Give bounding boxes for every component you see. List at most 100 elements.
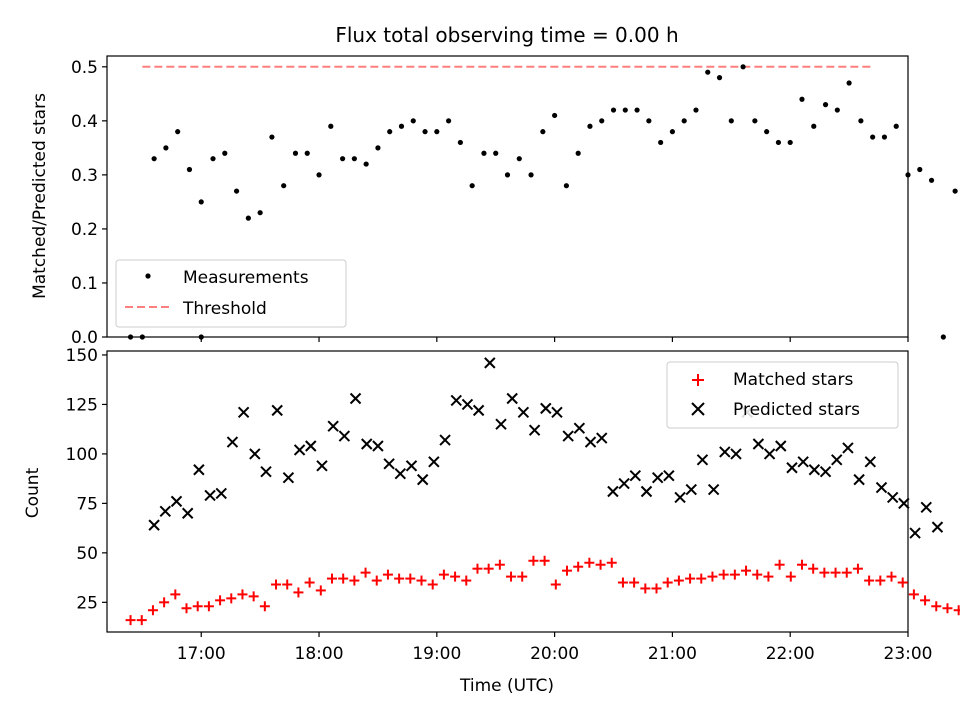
- matched-star-point: [494, 559, 505, 570]
- matched-star-point: [259, 601, 270, 612]
- matched-star-point: [931, 601, 942, 612]
- matched-star-point: [729, 569, 740, 580]
- predicted-star-point: [707, 483, 720, 496]
- predicted-star-point: [394, 467, 407, 480]
- matched-star-point: [215, 595, 226, 606]
- predicted-star-point: [159, 505, 172, 517]
- matched-star-point: [326, 573, 337, 584]
- predicted-star-point: [596, 432, 608, 444]
- measurement-point: [339, 156, 346, 162]
- top-y-tick-label: 0.0: [71, 328, 98, 348]
- bottom-x-tick-label: 22:00: [766, 644, 815, 664]
- matched-star-point: [136, 615, 147, 626]
- matched-star-point: [159, 597, 170, 608]
- top-y-tick-label: 0.3: [71, 166, 98, 186]
- predicted-star-point: [763, 448, 776, 460]
- predicted-star-point: [472, 404, 485, 417]
- top-x-ticks: [200, 337, 909, 342]
- measurement-point: [764, 129, 770, 135]
- predicted-star-point: [831, 454, 843, 466]
- matched-star-point: [796, 559, 807, 570]
- measurement-point: [469, 183, 475, 189]
- matched-star-point: [953, 605, 960, 616]
- legend-threshold-label: Threshold: [182, 299, 267, 319]
- predicted-star-point: [685, 483, 697, 496]
- matched-star-point: [192, 601, 203, 612]
- matched-star-point: [371, 575, 382, 586]
- predicted-star-point: [305, 440, 317, 452]
- matched-star-point: [271, 579, 282, 590]
- predicted-star-point: [663, 469, 675, 482]
- measurement-point: [893, 123, 899, 129]
- measurement-point: [811, 123, 817, 129]
- predicted-star-point: [719, 446, 731, 458]
- measurement-point: [410, 118, 416, 124]
- matched-star-point: [438, 569, 449, 580]
- predicted-star-point: [819, 466, 832, 478]
- predicted-star-point: [450, 394, 462, 407]
- measurement-points: [127, 64, 958, 340]
- measurement-point: [304, 150, 310, 156]
- measurement-point: [940, 334, 946, 340]
- matched-star-point: [908, 589, 919, 600]
- predicted-star-point: [383, 458, 395, 470]
- bottom-x-tick-label: 23:00: [884, 644, 933, 664]
- matched-star-point: [606, 557, 617, 568]
- matched-star-point: [920, 595, 931, 606]
- measurement-point: [175, 129, 181, 135]
- measurement-point: [681, 118, 687, 124]
- top-ylabel: Matched/Predicted stars: [30, 93, 50, 299]
- measurement-point: [163, 145, 169, 151]
- measurement-point: [669, 129, 676, 135]
- bottom-xlabel: Time (UTC): [459, 676, 554, 696]
- measurement-point: [198, 199, 204, 205]
- bottom-y-tick-label: 25: [76, 593, 98, 613]
- matched-star-point: [942, 603, 953, 614]
- measurement-point: [269, 134, 275, 140]
- predicted-star-point: [461, 398, 474, 411]
- bottom-x-tick-label: 21:00: [648, 644, 697, 664]
- matched-star-point: [416, 575, 427, 586]
- measurement-point: [245, 215, 251, 221]
- measurement-point: [186, 166, 193, 173]
- predicted-star-point: [651, 471, 664, 484]
- bottom-x-tick-label: 18:00: [295, 644, 344, 664]
- measurement-point: [610, 107, 617, 113]
- matched-star-point: [147, 605, 158, 616]
- measurement-point: [752, 118, 758, 124]
- measurement-point: [775, 139, 782, 146]
- predicted-star-point: [338, 430, 351, 442]
- predicted-star-point: [148, 519, 160, 531]
- matched-star-point: [226, 593, 237, 604]
- matched-stars-points: [125, 555, 960, 626]
- legend-predicted-marker: [691, 402, 705, 416]
- predicted-star-point: [607, 485, 619, 498]
- matched-star-point: [450, 571, 461, 582]
- measurement-point: [233, 188, 240, 194]
- predicted-star-point: [282, 471, 295, 484]
- predicted-star-point: [909, 527, 921, 539]
- matched-star-point: [315, 585, 326, 596]
- predicted-star-point: [349, 392, 362, 405]
- matched-star-point: [349, 575, 360, 586]
- matched-star-point: [897, 577, 908, 588]
- top-y-ticks: 0.0 0.1 0.2 0.3 0.4 0.5: [71, 58, 107, 348]
- measurement-point: [151, 156, 157, 162]
- predicted-star-point: [540, 402, 552, 415]
- measurement-point: [928, 177, 935, 183]
- measurement-point: [351, 156, 357, 162]
- matched-star-point: [561, 565, 572, 576]
- measurement-point: [799, 96, 805, 102]
- legend-measurements-marker: [145, 273, 151, 279]
- legend-predicted-label: Predicted stars: [733, 400, 860, 420]
- predicted-star-point: [875, 481, 888, 494]
- measurement-point: [599, 118, 605, 124]
- matched-star-point: [405, 573, 416, 584]
- measurement-point: [493, 150, 499, 156]
- predicted-star-point: [775, 440, 787, 452]
- top-plot-frame: [106, 55, 909, 338]
- legend-matched-label: Matched stars: [733, 370, 853, 390]
- top-panel: Flux total observing time = 0.00 h 0.00.…: [30, 23, 958, 348]
- predicted-star-point: [428, 456, 440, 468]
